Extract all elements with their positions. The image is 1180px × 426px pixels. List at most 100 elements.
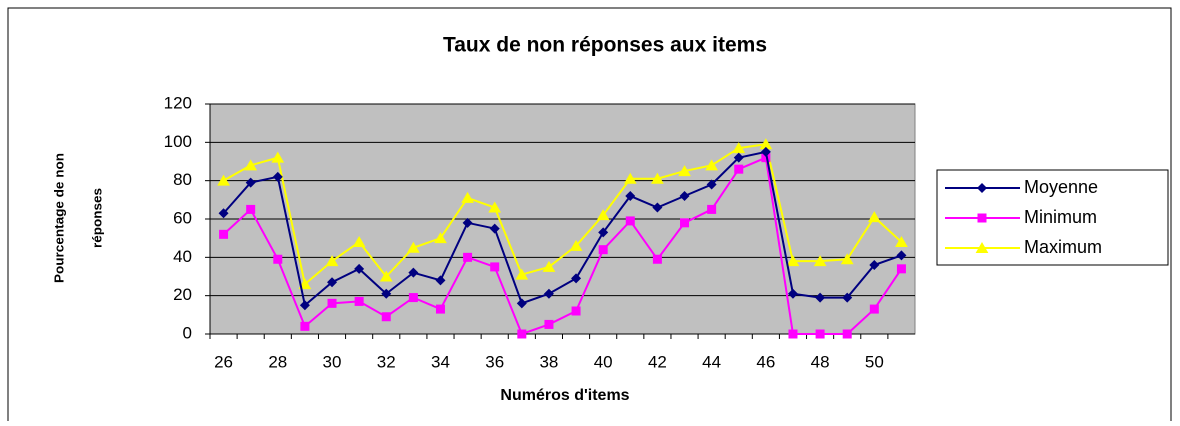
marker xyxy=(408,293,418,303)
marker xyxy=(815,292,826,303)
marker xyxy=(542,260,556,272)
marker xyxy=(245,177,256,188)
y-axis-title: Pourcentage de non réponses xyxy=(51,153,104,283)
marker xyxy=(435,275,446,286)
marker xyxy=(842,292,853,303)
marker xyxy=(571,273,582,284)
marker xyxy=(298,278,312,290)
marker xyxy=(299,300,310,311)
marker xyxy=(896,264,906,274)
marker xyxy=(598,227,609,238)
marker xyxy=(300,321,310,331)
marker xyxy=(246,204,256,214)
marker xyxy=(489,223,500,234)
marker xyxy=(706,179,717,190)
marker xyxy=(219,229,229,239)
y-tick-label: 60 xyxy=(173,208,192,227)
marker xyxy=(623,172,637,184)
x-tick-label: 36 xyxy=(485,352,504,371)
x-tick-label: 26 xyxy=(214,352,233,371)
marker xyxy=(705,159,719,171)
marker xyxy=(406,241,420,253)
marker xyxy=(354,296,364,306)
y-tick-label: 120 xyxy=(164,93,192,112)
marker xyxy=(842,329,852,339)
x-tick-label: 46 xyxy=(756,352,775,371)
marker xyxy=(325,255,339,267)
marker xyxy=(788,329,798,339)
x-tick-label: 32 xyxy=(377,352,396,371)
marker xyxy=(977,213,987,223)
marker xyxy=(354,263,365,274)
marker xyxy=(381,288,392,299)
marker xyxy=(867,211,881,223)
legend-label: Moyenne xyxy=(1024,177,1098,197)
marker xyxy=(707,204,717,214)
marker xyxy=(679,191,690,201)
marker xyxy=(786,255,800,267)
series-line xyxy=(222,150,902,308)
marker xyxy=(652,254,662,264)
marker xyxy=(598,245,608,255)
legend-label: Minimum xyxy=(1024,207,1097,227)
legend-label: Maximum xyxy=(1024,237,1102,257)
chart-title: Taux de non réponses aux items xyxy=(443,34,767,57)
x-tick-label: 42 xyxy=(648,352,667,371)
marker xyxy=(490,262,500,272)
series-line xyxy=(222,156,903,336)
marker xyxy=(787,288,798,299)
marker xyxy=(544,319,554,329)
marker xyxy=(734,164,744,174)
x-tick-label: 38 xyxy=(539,352,558,371)
marker xyxy=(815,329,825,339)
marker xyxy=(760,146,771,157)
marker xyxy=(543,288,554,299)
marker xyxy=(678,165,691,177)
marker xyxy=(652,202,663,213)
y-tick-label: 0 xyxy=(183,323,192,342)
marker xyxy=(813,255,827,267)
y-tick-label: 20 xyxy=(173,285,192,304)
marker xyxy=(516,298,527,309)
marker xyxy=(434,232,447,244)
series-line xyxy=(223,143,903,287)
marker xyxy=(732,142,746,154)
marker xyxy=(461,191,474,203)
marker xyxy=(975,242,989,253)
marker xyxy=(379,270,393,282)
y-tick-label: 40 xyxy=(173,247,192,266)
x-tick-label: 40 xyxy=(594,352,613,371)
marker xyxy=(596,209,610,221)
marker xyxy=(408,267,419,278)
marker xyxy=(651,172,664,184)
x-axis-title: Numéros d'items xyxy=(500,387,629,404)
marker xyxy=(680,218,690,228)
x-tick-label: 50 xyxy=(865,352,884,371)
marker xyxy=(895,236,908,247)
marker xyxy=(272,171,283,182)
y-axis-title-line: Pourcentage de non xyxy=(51,153,66,283)
marker xyxy=(218,208,229,219)
marker xyxy=(463,252,473,262)
marker xyxy=(327,277,338,288)
marker xyxy=(571,306,581,316)
marker xyxy=(273,254,283,264)
marker xyxy=(462,217,473,228)
marker xyxy=(869,260,880,270)
marker xyxy=(977,183,987,193)
marker xyxy=(217,174,230,186)
marker xyxy=(488,201,502,213)
marker xyxy=(244,159,258,171)
x-tick-label: 34 xyxy=(431,352,450,371)
y-tick-label: 100 xyxy=(164,132,192,151)
legend: Moyenne Minimum Maximum xyxy=(936,169,1169,266)
y-axis-title-line: réponses xyxy=(89,188,104,248)
marker xyxy=(271,151,285,163)
marker xyxy=(569,239,583,251)
marker xyxy=(733,152,744,163)
marker xyxy=(327,298,337,308)
marker xyxy=(869,304,879,314)
x-tick-label: 44 xyxy=(702,352,721,371)
marker xyxy=(515,268,529,280)
